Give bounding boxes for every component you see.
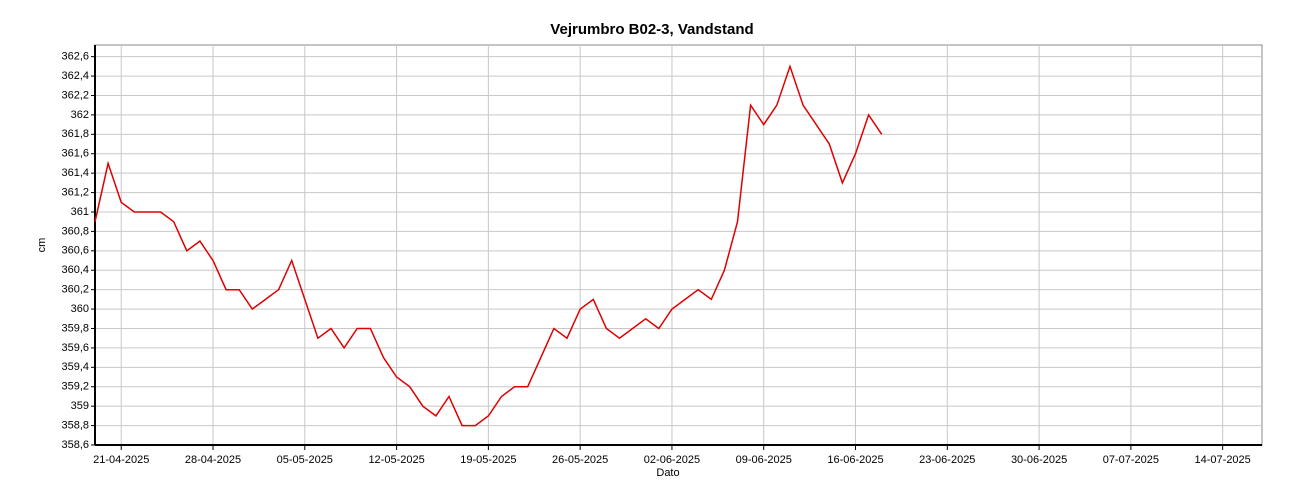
x-tick-label: 09-06-2025	[736, 454, 792, 466]
y-tick-label: 359,6	[61, 342, 89, 354]
x-tick-label: 26-05-2025	[552, 454, 608, 466]
y-tick-label: 362,6	[61, 51, 89, 63]
chart-title: Vejrumbro B02-3, Vandstand	[550, 21, 753, 38]
y-tick-label: 362	[71, 109, 89, 121]
y-tick-label: 361	[71, 206, 89, 218]
x-tick-label: 16-06-2025	[827, 454, 883, 466]
y-tick-label: 359,2	[61, 381, 89, 393]
y-tick-label: 360,4	[61, 264, 89, 276]
y-tick-label: 361,4	[61, 167, 89, 179]
y-tick-label: 362,2	[61, 89, 89, 101]
y-tick-label: 361,8	[61, 128, 89, 140]
y-tick-label: 361,6	[61, 148, 89, 160]
y-tick-label: 358,6	[61, 439, 89, 451]
y-tick-label: 359,8	[61, 322, 89, 334]
y-tick-label: 361,2	[61, 186, 89, 198]
x-tick-label: 14-07-2025	[1195, 454, 1251, 466]
y-tick-label: 360	[71, 303, 89, 315]
y-tick-label: 360,6	[61, 245, 89, 257]
x-axis-label: Dato	[656, 467, 679, 479]
y-tick-label: 362,4	[61, 70, 89, 82]
y-tick-label: 360,2	[61, 284, 89, 296]
x-tick-label: 12-05-2025	[368, 454, 424, 466]
plot-area	[94, 44, 1263, 446]
x-tick-label: 19-05-2025	[460, 454, 516, 466]
x-tick-label: 07-07-2025	[1103, 454, 1159, 466]
x-tick-label: 21-04-2025	[93, 454, 149, 466]
x-tick-label: 02-06-2025	[644, 454, 700, 466]
y-tick-label: 358,8	[61, 419, 89, 431]
x-tick-label: 05-05-2025	[277, 454, 333, 466]
x-tick-label: 30-06-2025	[1011, 454, 1067, 466]
y-axis-label: cm	[36, 238, 48, 253]
x-tick-label: 28-04-2025	[185, 454, 241, 466]
y-tick-label: 359,4	[61, 361, 89, 373]
y-tick-label: 360,8	[61, 225, 89, 237]
data-line	[94, 64, 883, 427]
y-tick-label: 359	[71, 400, 89, 412]
x-tick-label: 23-06-2025	[919, 454, 975, 466]
